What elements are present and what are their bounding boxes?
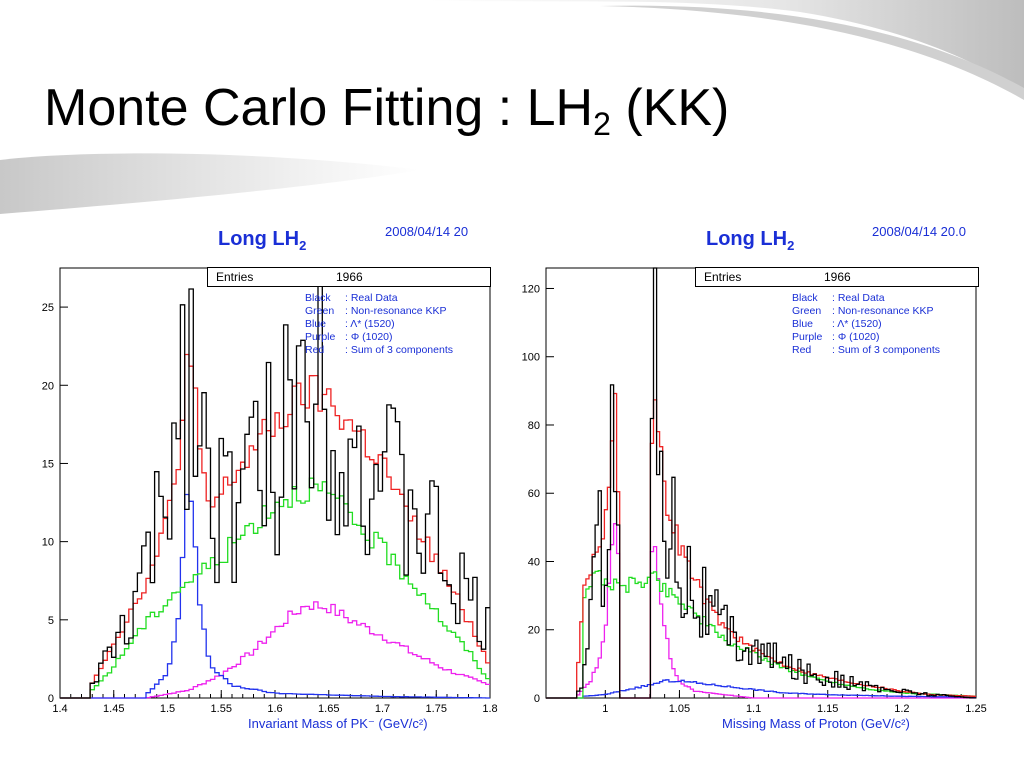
y-tick-label: 0 — [534, 693, 540, 705]
x-tick-label: 1.15 — [817, 703, 838, 715]
legend-item: Black: Real Data — [792, 292, 885, 304]
legend-desc: Non-resonance KKP — [350, 305, 447, 317]
chart-title-main: Long LH — [706, 228, 788, 250]
stats-entries-value: 1966 — [336, 270, 363, 284]
legend-item: Blue: Λ* (1520) — [305, 318, 395, 330]
chart-date: 2008/04/14 20.0 — [872, 224, 966, 239]
slide-title-tail: (KK) — [610, 79, 730, 137]
y-tick-label: 0 — [48, 693, 54, 705]
legend-item: Purple: Φ (1020) — [792, 331, 880, 343]
legend-item: Red: Sum of 3 components — [792, 344, 940, 356]
series-blue — [546, 679, 976, 699]
chart-title-subscript: 2 — [299, 238, 307, 253]
y-tick-label: 20 — [42, 380, 54, 392]
chart-panel-invariant-mass: 1.4 1.45 1.5 1.55 1.6 1.65 1.7 1.75 1.8 0 5 10 15 20 2… — [0, 218, 512, 748]
x-tick-label: 1.7 — [375, 703, 390, 715]
y-tick-label: 5 — [48, 615, 54, 627]
series-red — [60, 353, 490, 699]
chart-date: 2008/04/14 20 — [385, 224, 469, 239]
x-tick-label: 1.8 — [482, 703, 497, 715]
y-tick-label: 15 — [42, 458, 54, 470]
legend-color: Blue — [305, 318, 327, 330]
x-tick-label: 1.6 — [267, 703, 282, 715]
x-tick-label: 1.05 — [669, 703, 690, 715]
legend-desc: Sum of 3 components — [350, 344, 453, 356]
y-tick-label: 20 — [528, 625, 540, 637]
y-tick-label: 25 — [42, 302, 54, 314]
series-green — [546, 570, 976, 699]
legend-desc: Φ (1020) — [837, 331, 880, 343]
legend-color: Blue — [792, 318, 814, 330]
legend-desc: Φ (1020) — [350, 331, 393, 343]
series-purple — [60, 601, 490, 699]
legend-color: Red — [792, 344, 812, 356]
x-tick-label: 1.1 — [746, 703, 761, 715]
slide-title-subscript: 2 — [593, 106, 611, 142]
x-tick-label: 1.2 — [894, 703, 909, 715]
legend-color: Black — [305, 292, 331, 304]
legend-color: Red — [305, 344, 325, 356]
legend-color: Purple — [305, 331, 336, 343]
stats-box: Entries 1966 — [207, 267, 491, 287]
decorative-swoosh — [0, 0, 1024, 214]
x-tick-label: 1.4 — [52, 703, 67, 715]
legend-color: Green — [792, 305, 822, 317]
series-blue — [60, 493, 490, 699]
y-tick-label: 100 — [522, 352, 540, 364]
legend-color: Green — [305, 305, 335, 317]
chart-title-subscript: 2 — [787, 238, 795, 253]
legend-item: Black: Real Data — [305, 292, 398, 304]
x-tick-label: 1.75 — [426, 703, 447, 715]
legend-desc: Real Data — [837, 292, 885, 304]
legend-item: Green: Non-resonance KKP — [792, 305, 934, 317]
invariant-mass-histogram: 1.4 1.45 1.5 1.55 1.6 1.65 1.7 1.75 1.8 0 5 10 15 20 2… — [42, 267, 498, 715]
legend-color: Black — [792, 292, 818, 304]
chart-title-main: Long LH — [218, 228, 300, 250]
y-tick-label: 120 — [522, 283, 540, 295]
y-tick-label: 40 — [528, 556, 540, 568]
y-tick-label: 60 — [528, 488, 540, 500]
chart-title: Long LH2 — [218, 228, 306, 253]
chart-title: Long LH2 — [706, 228, 794, 253]
legend-item: Purple: Φ (1020) — [305, 331, 393, 343]
stats-entries-label: Entries — [216, 270, 254, 284]
series-black — [546, 267, 976, 699]
series-green — [60, 477, 490, 699]
stats-entries-label: Entries — [704, 270, 742, 284]
y-tick-label: 10 — [42, 537, 54, 549]
chart-panel-missing-mass: 1 1.05 1.1 1.15 1.2 1.25 0 20 40 60 80 100 120 Long … — [512, 218, 1024, 748]
legend-desc: Real Data — [350, 292, 398, 304]
chart-legend: Black: Real Data Green: Non-resonance KK… — [792, 292, 940, 357]
legend-item: Blue: Λ* (1520) — [792, 318, 882, 330]
legend-item: Green: Non-resonance KKP — [305, 305, 447, 317]
legend-desc: Λ* (1520) — [350, 318, 395, 330]
missing-mass-histogram: 1 1.05 1.1 1.15 1.2 1.25 0 20 40 60 80 100 120 — [522, 267, 987, 715]
y-tick-label: 80 — [528, 420, 540, 432]
x-axis-label: Missing Mass of Proton (GeV/c²) — [722, 716, 910, 731]
slide-title-main: Monte Carlo Fitting : LH — [44, 79, 594, 137]
x-axis-label: Invariant Mass of PK⁻ (GeV/c²) — [248, 716, 428, 731]
chart-legend: Black: Real Data Green: Non-resonance KK… — [305, 292, 453, 357]
x-tick-label: 1 — [602, 703, 608, 715]
legend-desc: Sum of 3 components — [837, 344, 940, 356]
x-tick-label: 1.65 — [318, 703, 339, 715]
stats-entries-value: 1966 — [824, 270, 851, 284]
x-tick-label: 1.55 — [211, 703, 232, 715]
x-tick-label: 1.45 — [103, 703, 124, 715]
legend-desc: Λ* (1520) — [837, 318, 882, 330]
legend-item: Red: Sum of 3 components — [305, 344, 453, 356]
slide-title: Monte Carlo Fitting : LH2 (KK) — [44, 78, 729, 143]
x-tick-label: 1.25 — [965, 703, 986, 715]
series-black — [60, 267, 490, 699]
legend-desc: Non-resonance KKP — [837, 305, 934, 317]
series-purple — [546, 523, 976, 699]
x-tick-label: 1.5 — [160, 703, 175, 715]
legend-color: Purple — [792, 331, 823, 343]
stats-box: Entries 1966 — [695, 267, 979, 287]
